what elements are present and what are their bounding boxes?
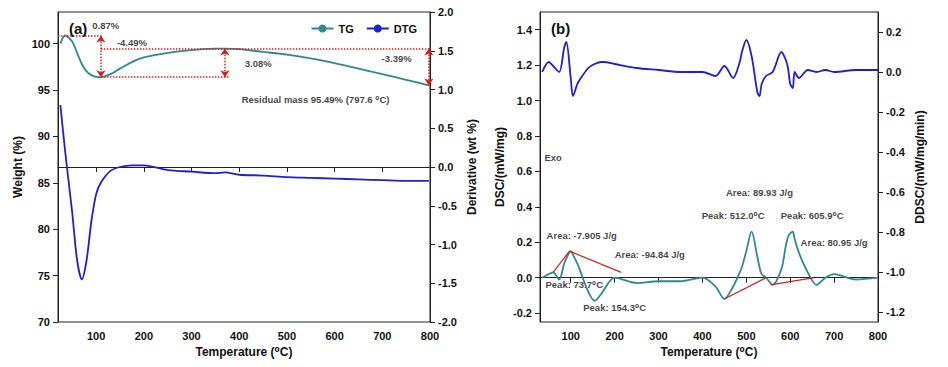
svg-text:1.4: 1.4 <box>517 24 533 36</box>
svg-text:(a): (a) <box>69 20 87 37</box>
svg-text:Temperature (⁰C): Temperature (⁰C) <box>195 345 292 359</box>
svg-text:0.6: 0.6 <box>517 165 532 177</box>
svg-text:DDSC/(mW/mg/min): DDSC/(mW/mg/min) <box>913 110 927 223</box>
svg-text:3.08%: 3.08% <box>245 58 272 69</box>
svg-text:Area: 89.93 J/g: Area: 89.93 J/g <box>726 187 793 198</box>
svg-text:Peak: 73.7⁰C: Peak: 73.7⁰C <box>545 279 603 290</box>
svg-text:75: 75 <box>38 270 50 282</box>
svg-text:Area: -94.84 J/g: Area: -94.84 J/g <box>615 249 685 260</box>
svg-text:600: 600 <box>325 330 343 342</box>
svg-text:-0.2: -0.2 <box>886 106 905 118</box>
svg-text:400: 400 <box>693 330 711 342</box>
svg-text:Peak: 512.0⁰C: Peak: 512.0⁰C <box>702 210 765 221</box>
svg-text:800: 800 <box>869 330 887 342</box>
svg-text:95: 95 <box>38 84 50 96</box>
svg-text:500: 500 <box>737 330 755 342</box>
svg-text:1.2: 1.2 <box>517 59 532 71</box>
svg-text:Temperature (⁰C): Temperature (⁰C) <box>660 345 757 359</box>
svg-text:Area: 80.95 J/g: Area: 80.95 J/g <box>801 237 868 248</box>
svg-text:-0.8: -0.8 <box>886 226 905 238</box>
svg-text:600: 600 <box>781 330 799 342</box>
svg-text:-0.5: -0.5 <box>438 200 457 212</box>
svg-text:-0.2: -0.2 <box>513 307 532 319</box>
svg-text:800: 800 <box>421 330 439 342</box>
svg-text:-0.6: -0.6 <box>886 186 905 198</box>
svg-text:90: 90 <box>38 130 50 142</box>
svg-text:80: 80 <box>38 223 50 235</box>
svg-text:300: 300 <box>649 330 667 342</box>
svg-text:1.5: 1.5 <box>438 45 453 57</box>
svg-text:0.0: 0.0 <box>517 272 532 284</box>
svg-text:1.0: 1.0 <box>517 95 532 107</box>
svg-text:100: 100 <box>87 330 105 342</box>
svg-text:-0.4: -0.4 <box>886 146 906 158</box>
svg-text:100: 100 <box>562 330 580 342</box>
svg-text:700: 700 <box>825 330 843 342</box>
svg-text:0.8: 0.8 <box>517 130 532 142</box>
svg-text:70: 70 <box>38 316 50 328</box>
svg-text:-2.0: -2.0 <box>438 316 457 328</box>
svg-text:-4.49%: -4.49% <box>117 37 148 48</box>
svg-text:2.0: 2.0 <box>438 6 453 18</box>
svg-text:85: 85 <box>38 177 50 189</box>
svg-text:TG: TG <box>339 23 354 35</box>
svg-text:Residual mass 95.49% (797.6 ⁰C: Residual mass 95.49% (797.6 ⁰C) <box>242 94 390 105</box>
svg-text:500: 500 <box>278 330 296 342</box>
svg-text:Derivative (wt %): Derivative (wt %) <box>465 119 479 215</box>
svg-text:-1.5: -1.5 <box>438 277 457 289</box>
svg-text:DSC/(mW/mg): DSC/(mW/mg) <box>493 127 507 207</box>
svg-text:0.0: 0.0 <box>438 161 453 173</box>
svg-text:DTG: DTG <box>394 23 417 35</box>
svg-text:-1.0: -1.0 <box>438 239 457 251</box>
svg-text:Exo: Exo <box>544 152 562 163</box>
svg-text:0.2: 0.2 <box>517 236 532 248</box>
svg-text:-1.0: -1.0 <box>886 266 905 278</box>
svg-text:-1.2: -1.2 <box>886 306 905 318</box>
svg-text:Area: -7.905 J/g: Area: -7.905 J/g <box>547 230 617 241</box>
svg-text:0.0: 0.0 <box>886 66 901 78</box>
svg-text:1.0: 1.0 <box>438 84 453 96</box>
svg-text:0.5: 0.5 <box>438 122 453 134</box>
svg-text:300: 300 <box>182 330 200 342</box>
svg-text:0.4: 0.4 <box>517 201 533 213</box>
svg-text:0.87%: 0.87% <box>92 20 119 31</box>
svg-text:200: 200 <box>135 330 153 342</box>
svg-text:Weight (%): Weight (%) <box>11 136 25 198</box>
svg-text:200: 200 <box>605 330 623 342</box>
svg-text:700: 700 <box>373 330 391 342</box>
svg-text:100: 100 <box>32 38 50 50</box>
svg-text:0.2: 0.2 <box>886 26 901 38</box>
svg-text:400: 400 <box>230 330 248 342</box>
svg-text:(b): (b) <box>551 20 570 37</box>
svg-text:Peak: 605.9⁰C: Peak: 605.9⁰C <box>781 210 844 221</box>
svg-text:Peak: 154.3⁰C: Peak: 154.3⁰C <box>583 302 646 313</box>
svg-text:-3.39%: -3.39% <box>382 53 413 64</box>
